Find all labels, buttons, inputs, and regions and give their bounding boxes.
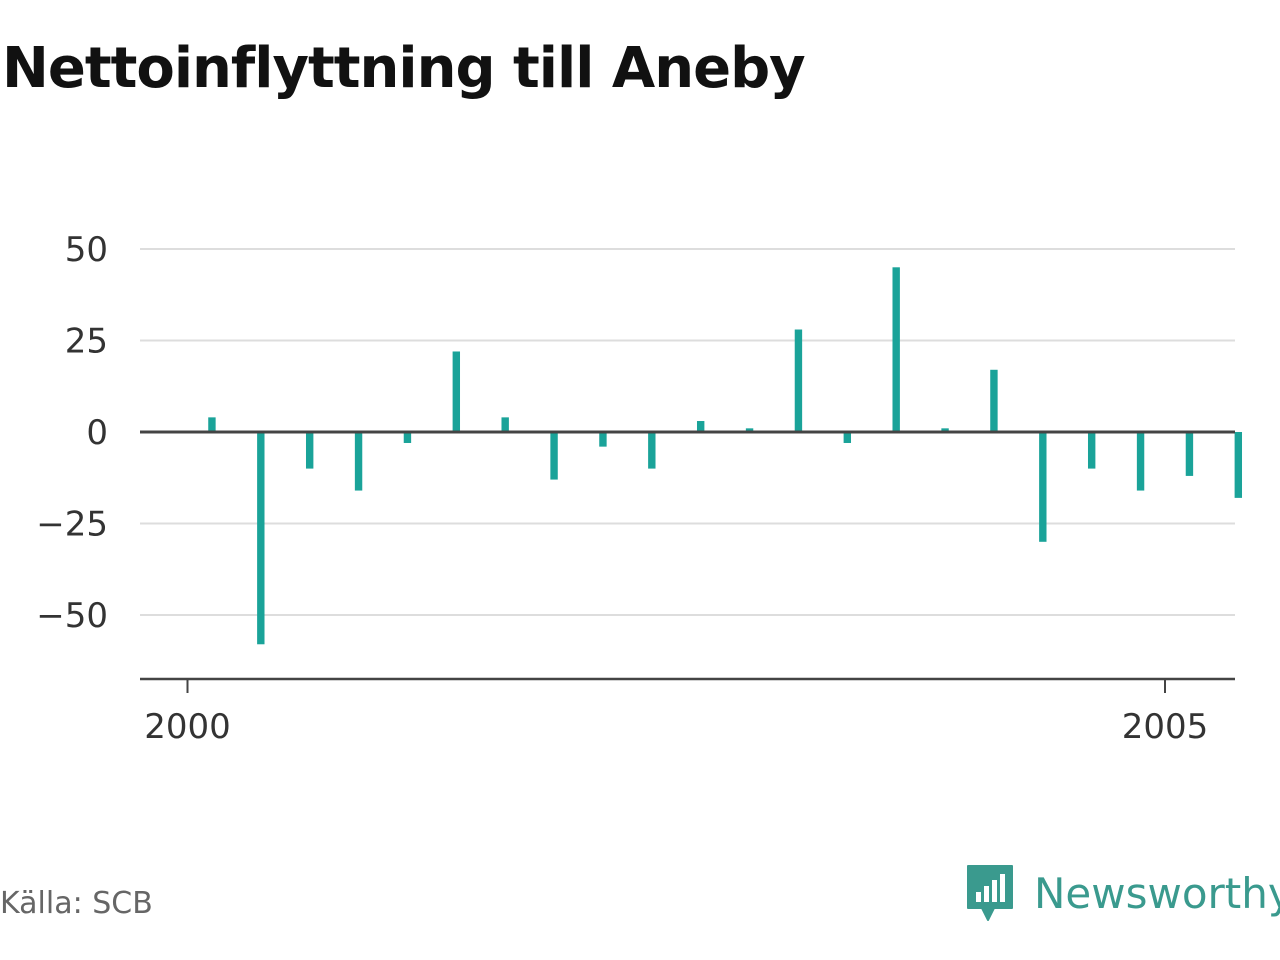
- chart-title: Nettoinflyttning till Aneby: [2, 36, 806, 101]
- x-tick-label: 2005: [1122, 707, 1209, 747]
- bar: [648, 432, 656, 469]
- brand-name: Newsworthy: [1034, 868, 1280, 918]
- y-tick-label: 25: [65, 322, 108, 362]
- x-tick-labels: 200020052010201520202025: [144, 707, 1209, 747]
- bar: [501, 417, 509, 432]
- axes: [140, 430, 1235, 693]
- bar: [794, 329, 803, 432]
- bar: [257, 432, 265, 645]
- y-tick-label: 0: [86, 413, 108, 453]
- y-tick-label: −50: [36, 596, 108, 636]
- newsworthy-logo-icon: [967, 865, 1013, 921]
- bar: [1087, 432, 1096, 469]
- bar: [1234, 432, 1243, 498]
- bar: [403, 432, 412, 443]
- bars: [208, 267, 1243, 645]
- bar: [745, 428, 754, 432]
- grid-lines: [140, 248, 1235, 616]
- bar: [843, 432, 852, 443]
- bar: [941, 428, 949, 432]
- bar: [1039, 432, 1047, 542]
- source-note: Källa: SCB: [0, 886, 153, 921]
- bar: [452, 351, 461, 432]
- y-tick-label: 50: [65, 230, 108, 270]
- bar: [550, 432, 558, 480]
- bar: [305, 432, 314, 469]
- bar: [208, 417, 216, 432]
- bar: [599, 432, 607, 447]
- bar: [990, 369, 998, 432]
- bar: [696, 421, 705, 432]
- bar: [1185, 432, 1194, 476]
- bar: [354, 432, 363, 491]
- brand-logo[interactable]: Newsworthy: [964, 862, 1280, 924]
- bar: [892, 267, 900, 432]
- y-tick-labels: 50 25 0 −25 −50: [36, 230, 108, 636]
- x-tick-label: 2000: [144, 707, 231, 747]
- bar: [1136, 432, 1145, 491]
- y-tick-label: −25: [36, 505, 108, 545]
